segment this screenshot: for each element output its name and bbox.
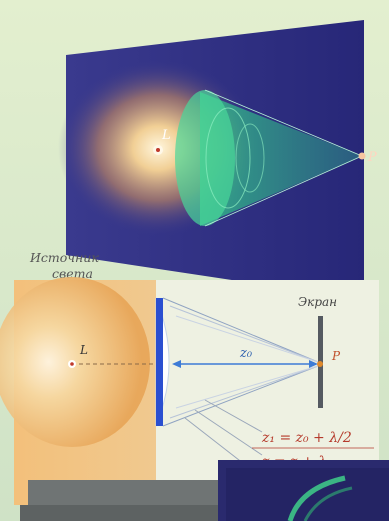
top-illustration: L P — [58, 20, 377, 300]
blue-slab — [156, 298, 163, 426]
source-caption-line2: света — [52, 266, 93, 281]
observation-point-bottom — [317, 361, 323, 367]
distance-arrow-head-left — [172, 360, 181, 368]
cone-inner-ellipse-2 — [235, 123, 265, 193]
source-label-bottom: L — [79, 343, 88, 357]
cone-inner-ellipse — [205, 107, 251, 209]
light-cone — [200, 92, 362, 226]
overlay-thumbnail — [218, 460, 389, 521]
source-point-core-bottom — [70, 362, 74, 366]
point-label-top: P — [367, 150, 377, 165]
cone-ray-bottom — [204, 155, 363, 227]
ray-upper-inner — [169, 305, 319, 363]
source-point-core-top — [156, 148, 160, 152]
screen-label: Экран — [298, 295, 337, 309]
thumbnail-green-arc-2 — [303, 486, 353, 521]
source-label-top: L — [161, 128, 171, 143]
cone-base-ellipse — [175, 90, 235, 226]
thumbnail-green-arc — [287, 475, 346, 521]
ray-lower-inner — [169, 365, 319, 419]
source-caption-line1: Источник — [29, 250, 99, 265]
distance-label: z₀ — [239, 346, 253, 361]
ray-upper-inner-2 — [175, 315, 319, 363]
formula-1: z₁ = z₀ + λ/2 — [261, 430, 352, 446]
observation-point-top — [358, 152, 366, 160]
point-label-bottom: P — [331, 349, 341, 363]
ray-lower-inner-2 — [175, 365, 319, 409]
leader-line-1 — [204, 399, 263, 433]
ray-upper-outer — [162, 297, 319, 363]
cone-ray-top — [204, 89, 363, 157]
distance-arrow-head-right — [309, 360, 318, 368]
leader-line-2 — [194, 409, 263, 456]
footer-bar-shadow — [20, 505, 230, 521]
ray-lower-outer — [162, 365, 319, 427]
